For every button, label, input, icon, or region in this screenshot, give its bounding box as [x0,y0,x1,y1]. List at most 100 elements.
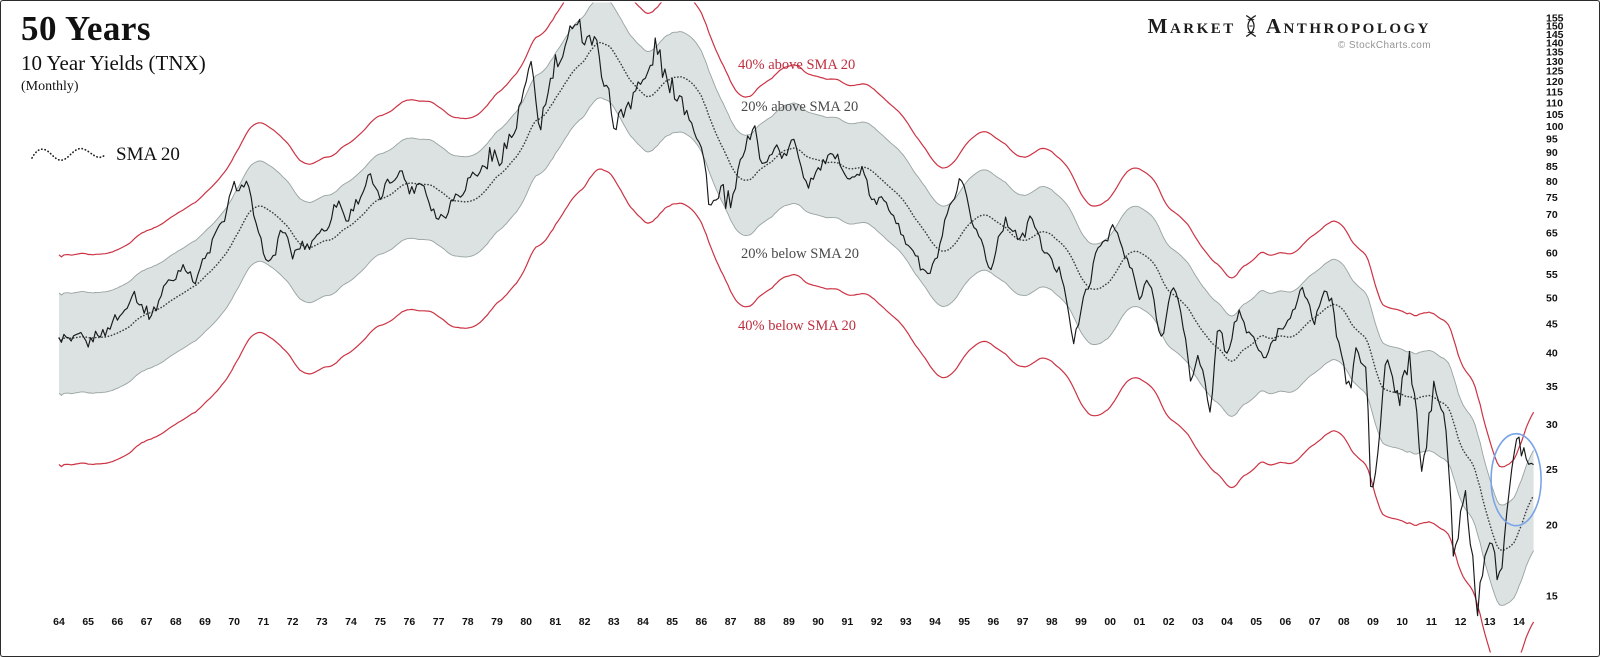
y-axis-label: 90 [1546,147,1558,159]
x-axis-label: 11 [1426,616,1437,628]
x-axis-label: 75 [374,616,386,628]
y-axis-label: 55 [1546,269,1558,281]
x-axis-label: 09 [1367,616,1379,628]
header-block: 50 Years 10 Year Yields (TNX) (Monthly) [21,9,206,95]
x-axis-label: 77 [433,616,445,628]
x-axis-label: 87 [725,616,737,628]
x-axis-label: 95 [958,616,970,628]
x-axis-label: 68 [170,616,182,628]
x-axis-label: 10 [1396,616,1408,628]
lower40-label: 40% below SMA 20 [738,318,856,334]
y-axis-label: 120 [1546,76,1564,88]
x-axis-label: 64 [53,616,65,628]
plot-area [58,2,1535,653]
x-axis-label: 88 [754,616,766,628]
sma-20pct-band [59,2,1534,606]
x-axis-label: 86 [696,616,708,628]
x-axis-label: 91 [842,616,854,628]
x-axis-label: 66 [112,616,124,628]
x-axis-label: 90 [812,616,824,628]
x-axis-label: 06 [1280,616,1292,628]
y-axis-label: 75 [1546,192,1558,204]
x-axis-label: 92 [871,616,883,628]
x-axis-label: 79 [491,616,503,628]
x-axis-label: 67 [141,616,153,628]
x-axis-label: 07 [1309,616,1321,628]
chart-subtitle: 10 Year Yields (TNX) [21,51,206,76]
x-axis-label: 94 [929,616,941,628]
x-axis-label: 85 [666,616,678,628]
x-axis-label: 99 [1075,616,1087,628]
y-axis-label: 115 [1546,86,1563,98]
x-axis-label: 78 [462,616,474,628]
chart-timeframe: (Monthly) [21,79,79,95]
x-axis-label: 96 [988,616,1000,628]
x-axis-label: 03 [1192,616,1204,628]
y-axis-label: 20 [1546,519,1558,531]
y-axis-label: 45 [1546,319,1558,331]
y-axis-label: 70 [1546,209,1558,221]
y-axis-label: 105 [1546,109,1564,121]
y-axis-label: 145 [1546,29,1564,41]
brand-word-anthropology: Anthropology [1265,13,1431,38]
brand-word-market: Market [1147,13,1236,38]
y-axis-label: 15 [1546,591,1558,603]
x-axis-label: 80 [520,616,532,628]
x-axis-label: 70 [228,616,240,628]
x-axis-label: 12 [1455,616,1467,628]
x-axis-label: 08 [1338,616,1350,628]
y-axis-label: 80 [1546,176,1558,188]
sma-legend: SMA 20 [29,143,180,167]
y-axis-label: 140 [1546,38,1564,50]
sma-dotted-line-icon [31,147,107,161]
y-axis-label: 125 [1546,66,1564,78]
y-axis-label: 135 [1546,47,1564,59]
y-axis-label: 40 [1546,348,1558,360]
band-lower-20-line [58,97,1534,606]
y-axis-label: 110 [1546,97,1563,109]
x-axis-label: 14 [1513,616,1525,628]
band-lower-40-line [58,168,1535,653]
x-axis-label: 02 [1163,616,1175,628]
x-axis-label: 72 [287,616,299,628]
x-axis-label: 74 [345,616,357,628]
band-upper-20-line [58,2,1534,506]
dna-icon [1245,15,1256,37]
highlight-ellipse [1490,432,1542,527]
y-axis-label: 30 [1546,419,1558,431]
upper40-label: 40% above SMA 20 [738,57,855,73]
band-upper-40-line [58,2,1535,468]
x-axis-label: 73 [316,616,328,628]
x-axis-label: 65 [82,616,94,628]
x-axis-label: 04 [1221,616,1233,628]
y-axis-label: 130 [1546,56,1564,68]
x-axis-label: 93 [900,616,912,628]
y-axis-label: 150 [1546,21,1564,33]
x-axis-label: 97 [1017,616,1029,628]
x-axis-label: 00 [1104,616,1116,628]
x-axis-label: 13 [1484,616,1496,628]
x-axis-label: 05 [1250,616,1262,628]
upper20-label: 20% above SMA 20 [741,99,858,115]
x-axis-label: 98 [1046,616,1058,628]
x-axis-label: 81 [550,616,562,628]
brand-logo: Market Anthropology © StockCharts.com [1147,13,1431,52]
x-axis-label: 82 [579,616,591,628]
x-axis-label: 84 [637,616,649,628]
y-axis-label: 25 [1546,464,1558,476]
lower20-label: 20% below SMA 20 [741,246,859,262]
y-axis-label: 100 [1546,121,1564,133]
y-axis-label: 35 [1546,381,1558,393]
sma-legend-label: SMA 20 [116,144,180,165]
y-axis-label: 155 [1546,13,1564,25]
price-line [58,18,1534,617]
y-axis-label: 95 [1546,134,1558,146]
y-axis-label: 85 [1546,161,1558,173]
x-axis-label: 69 [199,616,211,628]
y-axis-label: 65 [1546,228,1558,240]
x-axis-label: 76 [404,616,416,628]
x-axis-label: 89 [783,616,795,628]
x-axis-label: 83 [608,616,620,628]
